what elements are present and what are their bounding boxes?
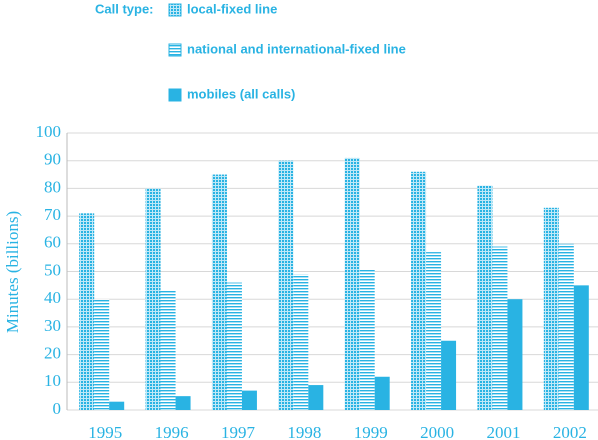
x-tick-label: 1996 (155, 423, 189, 440)
legend-swatch (168, 3, 182, 17)
bar (411, 171, 427, 410)
x-tick-label: 1995 (88, 423, 122, 440)
y-tick-label: 70 (44, 205, 61, 224)
bar (344, 157, 360, 410)
y-tick-label: 80 (44, 177, 61, 196)
bar (543, 207, 559, 410)
x-tick-label: 2001 (486, 423, 520, 440)
bar (175, 396, 191, 410)
y-tick-label: 0 (53, 399, 62, 418)
bar (145, 188, 161, 410)
bar (477, 185, 493, 410)
y-tick-label: 20 (44, 344, 61, 363)
x-tick-label: 1997 (221, 423, 256, 440)
y-tick-label: 60 (44, 233, 61, 252)
bar (109, 401, 125, 410)
y-tick-label: 30 (44, 316, 61, 335)
bar (293, 274, 309, 410)
bar (160, 290, 176, 410)
bar (226, 282, 242, 410)
bar (573, 285, 589, 410)
legend-title: Call type: (95, 1, 154, 16)
y-axis-title: Minutes (billions) (3, 211, 22, 333)
bar (359, 268, 375, 410)
bar (241, 390, 257, 410)
x-tick-label: 1998 (287, 423, 321, 440)
bar (308, 385, 324, 410)
legend-label: mobiles (all calls) (187, 86, 295, 101)
y-tick-label: 90 (44, 150, 61, 169)
bar (278, 160, 294, 410)
bar (441, 340, 457, 410)
x-tick-label: 1999 (354, 423, 388, 440)
bar (507, 299, 523, 410)
bar (558, 243, 574, 410)
bar (426, 252, 442, 410)
bar (94, 299, 110, 410)
y-tick-label: 40 (44, 288, 61, 307)
x-tick-label: 2002 (553, 423, 587, 440)
legend-swatch (168, 88, 182, 102)
legend-label: local-fixed line (187, 1, 277, 16)
y-tick-label: 50 (44, 260, 61, 279)
x-tick-label: 2000 (420, 423, 454, 440)
bar (79, 213, 95, 410)
bar (211, 174, 227, 410)
bar (374, 376, 390, 410)
legend-swatch (168, 43, 182, 57)
legend-label: national and international-fixed line (187, 41, 406, 56)
y-tick-label: 10 (44, 371, 61, 390)
bar (492, 246, 508, 410)
y-tick-label: 100 (36, 122, 62, 141)
